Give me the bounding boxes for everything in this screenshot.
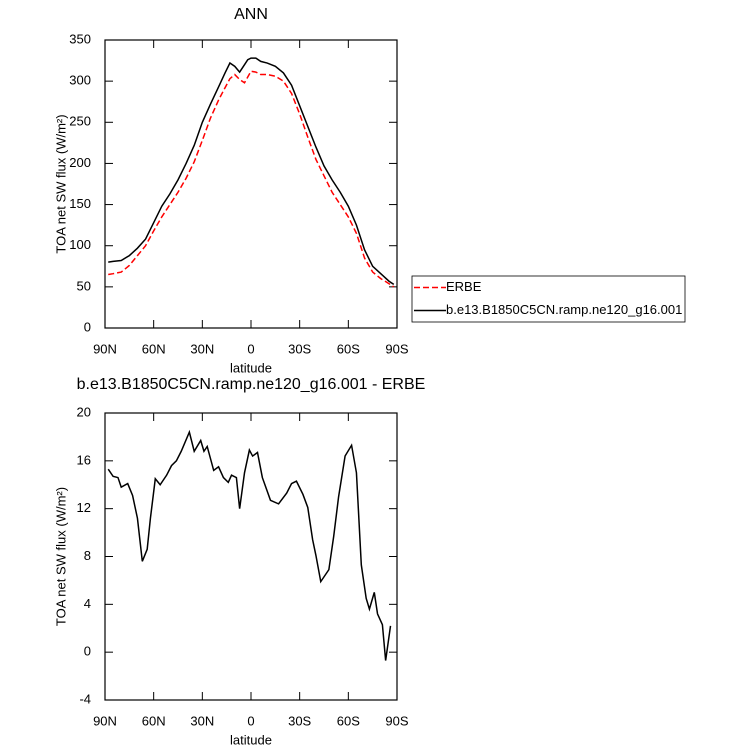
x-tick-label: 0 [247, 713, 254, 728]
y-tick-label: 50 [77, 278, 91, 293]
y-tick-label: 300 [69, 73, 91, 88]
x-tick-label: 60S [337, 341, 360, 356]
y-tick-label: 350 [69, 31, 91, 46]
x-tick-label: 60N [142, 713, 166, 728]
y-tick-label: 20 [77, 404, 91, 419]
legend-label: b.e13.B1850C5CN.ramp.ne120_g16.001 [446, 302, 682, 317]
y-tick-label: 0 [84, 644, 91, 659]
x-tick-label: 60N [142, 341, 166, 356]
y-tick-label: 16 [77, 452, 91, 467]
plot-frame [104, 412, 398, 701]
y-axis-label: TOA net SW flux (W/m²) [53, 487, 68, 626]
y-axis-label: TOA net SW flux (W/m²) [53, 114, 68, 253]
plot-frame [104, 39, 398, 329]
chart-title: b.e13.B1850C5CN.ramp.ne120_g16.001 - ERB… [77, 376, 426, 393]
legend-label: ERBE [446, 279, 482, 294]
x-tick-label: 90N [93, 341, 117, 356]
x-axis-label: latitude [230, 732, 272, 747]
legend-box [411, 275, 686, 323]
x-tick-label: 90N [93, 713, 117, 728]
chart-title: ANN [234, 6, 268, 23]
x-tick-label: 0 [247, 341, 254, 356]
x-tick-label: 90S [385, 341, 408, 356]
y-tick-label: 150 [69, 196, 91, 211]
y-tick-label: 12 [77, 500, 91, 515]
y-tick-label: -4 [79, 691, 91, 706]
data-line [107, 429, 392, 661]
x-tick-label: 30S [288, 341, 311, 356]
y-tick-label: 100 [69, 237, 91, 252]
y-tick-label: 0 [84, 319, 91, 334]
x-tick-label: 30N [190, 341, 214, 356]
data-line [108, 57, 395, 286]
x-tick-label: 60S [337, 713, 360, 728]
data-line [108, 70, 395, 288]
x-tick-label: 90S [385, 713, 408, 728]
x-tick-label: 30N [190, 713, 214, 728]
y-tick-label: 8 [84, 548, 91, 563]
x-tick-label: 30S [288, 713, 311, 728]
y-tick-label: 250 [69, 114, 91, 129]
y-tick-label: 4 [84, 596, 91, 611]
y-tick-label: 200 [69, 155, 91, 170]
x-axis-label: latitude [230, 360, 272, 375]
